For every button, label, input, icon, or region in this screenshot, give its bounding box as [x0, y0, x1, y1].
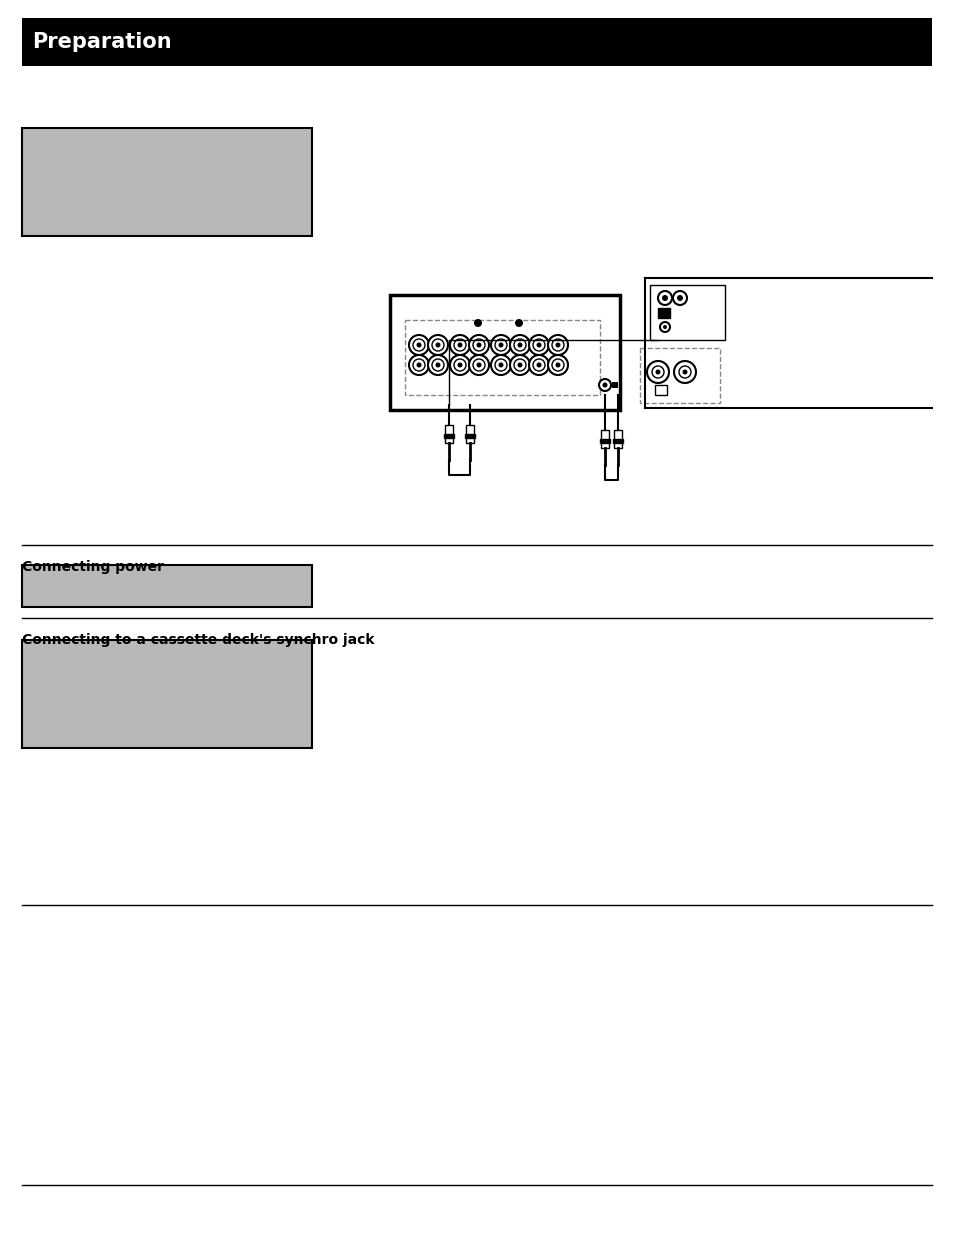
- Circle shape: [450, 335, 470, 354]
- Circle shape: [491, 354, 511, 375]
- Circle shape: [661, 295, 667, 301]
- Circle shape: [555, 342, 560, 347]
- Text: Connecting to a cassette deck's synchro jack: Connecting to a cassette deck's synchro …: [22, 634, 375, 647]
- Bar: [612, 382, 618, 388]
- Bar: [443, 433, 454, 438]
- Circle shape: [536, 363, 541, 368]
- Bar: [405, 320, 599, 395]
- Circle shape: [469, 335, 489, 354]
- Bar: [22, 19, 931, 65]
- Circle shape: [510, 335, 530, 354]
- Circle shape: [533, 338, 544, 351]
- Circle shape: [529, 354, 548, 375]
- Circle shape: [517, 342, 522, 347]
- Circle shape: [510, 354, 530, 375]
- Bar: [465, 425, 474, 443]
- Circle shape: [658, 291, 671, 305]
- Circle shape: [432, 338, 443, 351]
- Bar: [649, 285, 724, 340]
- Bar: [613, 438, 622, 443]
- Circle shape: [552, 338, 563, 351]
- Circle shape: [432, 359, 443, 370]
- Circle shape: [413, 359, 424, 370]
- Bar: [655, 385, 666, 395]
- Text: Connecting power: Connecting power: [22, 559, 164, 574]
- Circle shape: [515, 319, 522, 327]
- Bar: [600, 430, 608, 448]
- Bar: [639, 348, 720, 403]
- Circle shape: [679, 366, 690, 378]
- Circle shape: [413, 338, 424, 351]
- Text: Preparation: Preparation: [32, 32, 172, 52]
- Bar: [464, 433, 475, 438]
- Circle shape: [435, 342, 440, 347]
- Circle shape: [454, 338, 465, 351]
- Circle shape: [602, 383, 607, 388]
- Circle shape: [498, 363, 503, 368]
- Circle shape: [514, 359, 525, 370]
- Circle shape: [517, 363, 522, 368]
- Circle shape: [646, 361, 668, 383]
- Circle shape: [655, 369, 659, 374]
- Circle shape: [498, 342, 503, 347]
- Bar: [22, 128, 312, 236]
- Circle shape: [495, 359, 506, 370]
- Circle shape: [409, 354, 429, 375]
- Bar: [22, 640, 312, 748]
- Circle shape: [457, 363, 462, 368]
- Circle shape: [476, 363, 481, 368]
- Circle shape: [428, 335, 448, 354]
- Circle shape: [659, 322, 669, 332]
- Circle shape: [469, 354, 489, 375]
- Circle shape: [416, 363, 421, 368]
- Circle shape: [552, 359, 563, 370]
- Circle shape: [474, 319, 481, 327]
- Circle shape: [673, 361, 696, 383]
- Circle shape: [457, 342, 462, 347]
- Circle shape: [495, 338, 506, 351]
- Circle shape: [473, 338, 484, 351]
- Circle shape: [435, 363, 440, 368]
- Bar: [614, 430, 621, 448]
- Circle shape: [681, 369, 687, 374]
- Circle shape: [529, 335, 548, 354]
- Bar: [599, 438, 609, 443]
- Circle shape: [450, 354, 470, 375]
- Circle shape: [662, 325, 666, 329]
- Circle shape: [533, 359, 544, 370]
- Circle shape: [491, 335, 511, 354]
- Circle shape: [536, 342, 541, 347]
- Bar: [658, 308, 669, 317]
- Circle shape: [416, 342, 421, 347]
- Circle shape: [547, 335, 567, 354]
- Circle shape: [547, 354, 567, 375]
- Circle shape: [409, 335, 429, 354]
- Circle shape: [454, 359, 465, 370]
- Circle shape: [555, 363, 560, 368]
- Bar: [444, 425, 453, 443]
- Bar: [22, 564, 312, 606]
- Circle shape: [598, 379, 610, 391]
- Circle shape: [677, 295, 682, 301]
- Circle shape: [651, 366, 663, 378]
- Circle shape: [473, 359, 484, 370]
- Bar: [390, 295, 619, 410]
- Circle shape: [514, 338, 525, 351]
- Circle shape: [476, 342, 481, 347]
- Circle shape: [428, 354, 448, 375]
- Circle shape: [672, 291, 686, 305]
